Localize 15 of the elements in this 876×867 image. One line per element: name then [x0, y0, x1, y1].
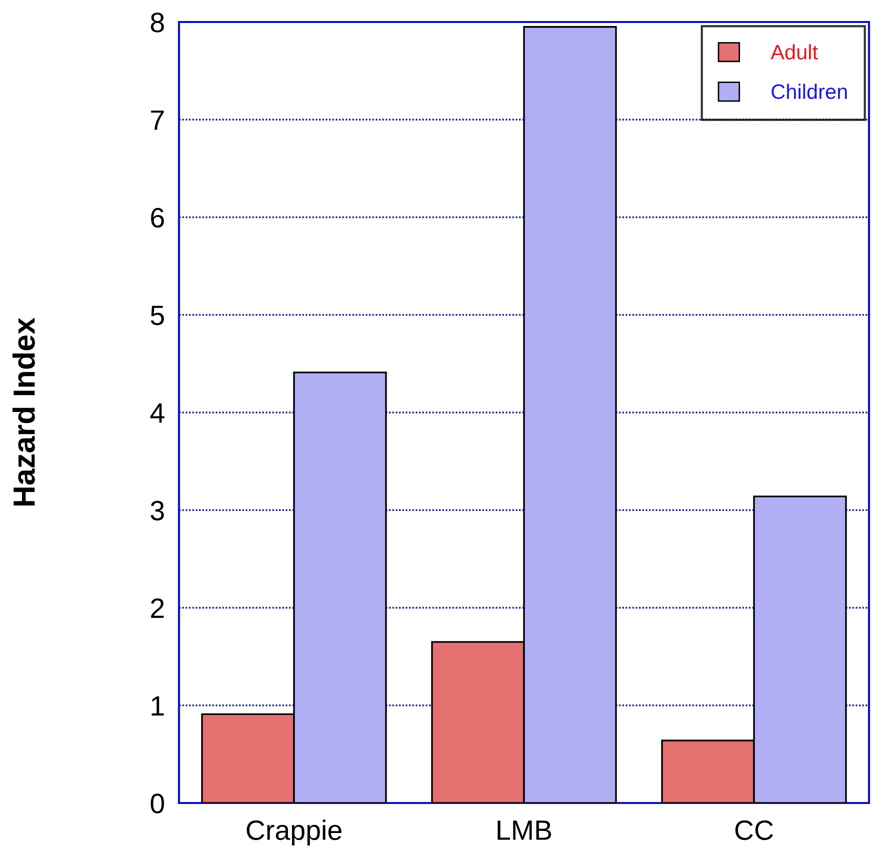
y-tick-label: 7 — [151, 110, 164, 130]
y-axis-title: Hazard Index — [12, 318, 35, 506]
x-tick-label: Crappie — [246, 820, 342, 846]
legend-label: Children — [772, 84, 847, 100]
y-tick-label: 1 — [152, 696, 164, 716]
legend-label: Adult — [770, 44, 818, 60]
y-tick-label: 8 — [150, 12, 164, 32]
y-tick-label: 0 — [150, 794, 164, 814]
y-tick-label: 4 — [150, 403, 164, 423]
y-tick-label: 2 — [151, 598, 164, 618]
y-tick-label: 3 — [150, 500, 164, 520]
x-tick-label: CC — [735, 820, 773, 840]
y-tick-label: 5 — [150, 306, 164, 326]
y-tick-label: 6 — [151, 208, 164, 228]
x-tick-label: LMB — [498, 820, 552, 840]
